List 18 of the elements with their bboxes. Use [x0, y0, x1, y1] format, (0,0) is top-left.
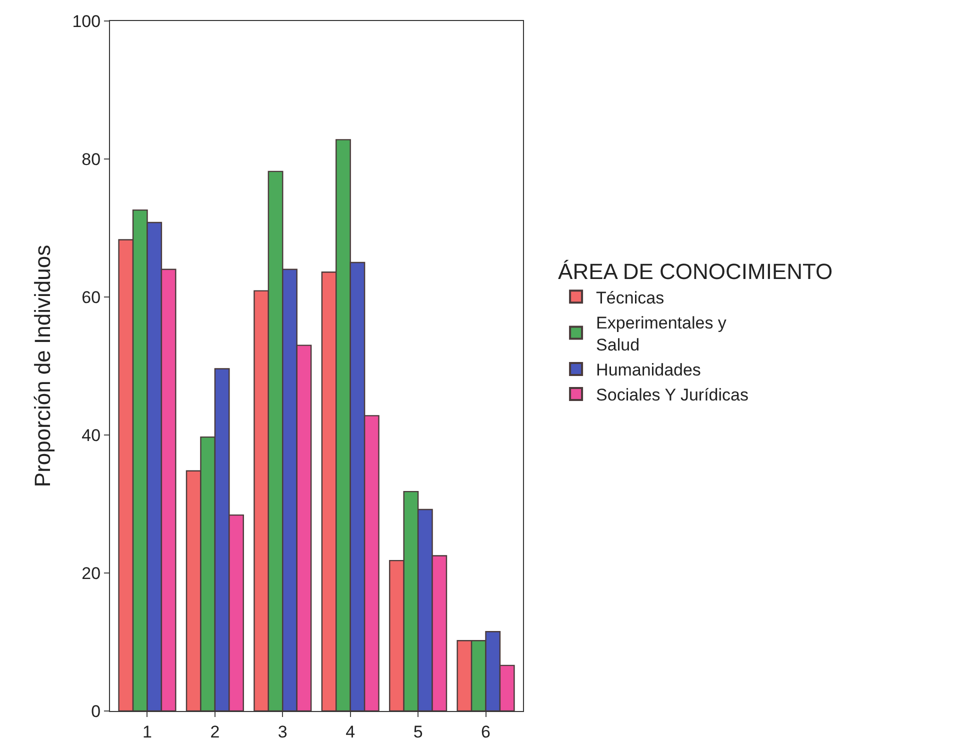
y-tick-label: 60	[82, 288, 101, 307]
x-tick-label: 3	[278, 722, 288, 742]
x-tick-label: 1	[142, 722, 152, 742]
x-tick-label: 6	[481, 722, 490, 742]
x-tick-label: 4	[346, 722, 356, 742]
legend-label: Humanidades	[596, 360, 701, 380]
legend-label: Sociales Y Jurídicas	[596, 386, 748, 405]
legend-title: ÁREA DE CONOCIMIENTO	[558, 259, 833, 284]
y-tick-label: 80	[82, 150, 101, 169]
y-tick-label: 40	[82, 426, 101, 445]
y-tick-label: 20	[82, 564, 101, 583]
y-tick-label: 0	[91, 702, 101, 721]
x-tick-label: 2	[210, 722, 220, 742]
y-axis-title: Proporción de Individuos	[30, 244, 56, 488]
legend-label: Técnicas	[596, 288, 664, 308]
legend-label: Experimentales y Salud	[596, 313, 727, 354]
x-tick-label: 5	[413, 722, 423, 742]
y-tick-label: 100	[72, 12, 101, 31]
